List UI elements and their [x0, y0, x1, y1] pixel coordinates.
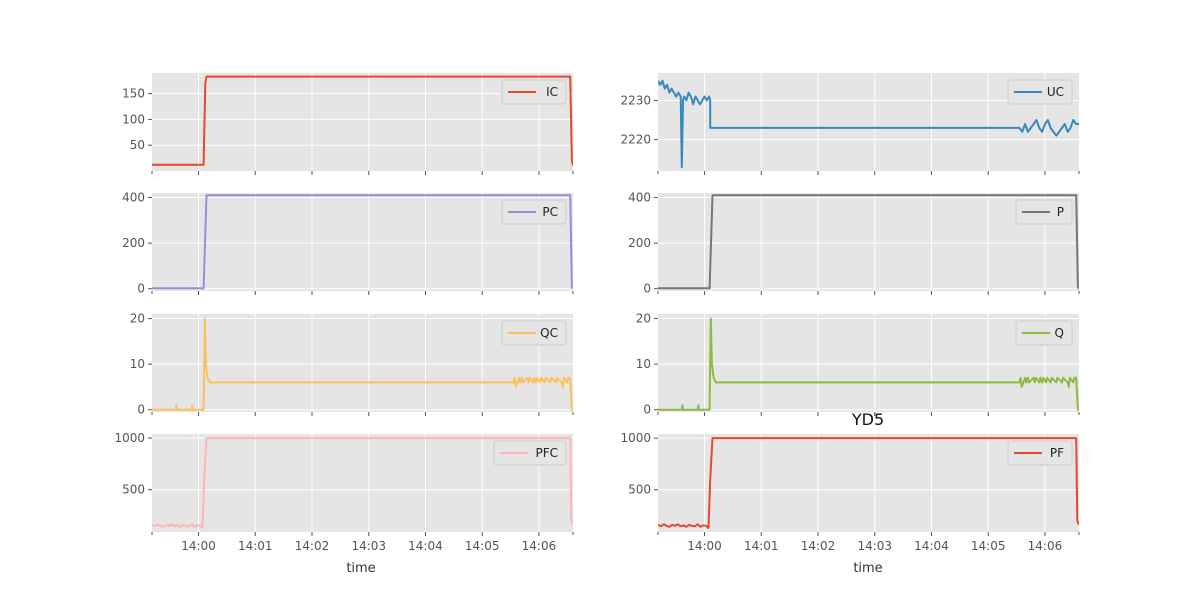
x-tick-label: 14:05 [971, 539, 1006, 553]
legend-box [493, 440, 567, 466]
y-tick-label: 500 [122, 483, 145, 497]
panel-q: 0 10 20 Q [636, 312, 1080, 417]
x-tick-label: 14:00 [687, 539, 722, 553]
panel-uc: 2220 2230 UC [620, 73, 1080, 175]
series-line-q [658, 317, 1079, 411]
x-tick-label: 14:03 [351, 539, 386, 553]
panel-ic: 50 100 150 IC [122, 73, 574, 175]
legend-label: P [1057, 205, 1064, 219]
legend-uc: UC [1007, 79, 1073, 105]
series-line-pfc [152, 437, 573, 529]
legend-label: IC [546, 85, 558, 99]
legend-pfc: PFC [493, 440, 567, 466]
series-line-pf [658, 437, 1079, 529]
y-tick-label: 1000 [114, 431, 145, 445]
legend-label: PC [542, 205, 558, 219]
x-tick-label: 14:02 [801, 539, 836, 553]
series-line-pc [152, 194, 573, 290]
y-tick-label: 150 [122, 87, 145, 101]
y-tick-label: 1000 [620, 431, 651, 445]
series-line-qc [152, 317, 573, 411]
legend-pf: PF [1007, 440, 1073, 466]
x-tick-label: 14:03 [857, 539, 892, 553]
legend-p: P [1015, 199, 1073, 225]
series-line-uc [658, 79, 1079, 169]
panel-background-p [658, 193, 1079, 291]
legend-pc: PC [501, 199, 567, 225]
y-tick-label: 500 [628, 483, 651, 497]
legend-label: Q [1055, 326, 1064, 340]
y-tick-label: 0 [643, 403, 651, 417]
y-tick-label: 200 [628, 236, 651, 250]
x-tick-label: 14:05 [465, 539, 500, 553]
y-tick-label: 400 [122, 191, 145, 205]
legend-label: PF [1050, 446, 1064, 460]
panel-qc: 0 10 20 QC [130, 312, 574, 417]
panel-background-q [658, 314, 1079, 412]
y-tick-label: 400 [628, 191, 651, 205]
legend-label: QC [540, 326, 558, 340]
y-tick-label: 2220 [620, 133, 651, 147]
y-tick-label: 2230 [620, 93, 651, 107]
x-tick-label: 14:00 [181, 539, 216, 553]
figure-title: YD5 [851, 410, 884, 429]
x-tick-label: 14:01 [744, 539, 779, 553]
x-tick-label: 14:02 [295, 539, 330, 553]
y-tick-label: 100 [122, 112, 145, 126]
x-axis-title-left: time [346, 561, 375, 576]
panel-pf: 500 1000 14:00 14:01 14:02 14:03 14:04 14:05 14:… [620, 431, 1080, 553]
legend-q: Q [1015, 320, 1073, 346]
y-tick-label: 10 [636, 357, 651, 371]
x-tick-label: 14:04 [914, 539, 949, 553]
y-tick-label: 20 [636, 312, 651, 326]
legend-ic: IC [501, 79, 567, 105]
panel-pc: 0 200 400 PC [122, 191, 574, 296]
y-tick-label: 10 [130, 357, 145, 371]
x-axis-title-right: time [853, 561, 882, 576]
legend-qc: QC [501, 320, 567, 346]
x-tick-label: 14:06 [1028, 539, 1063, 553]
y-tick-label: 0 [643, 282, 651, 296]
x-tick-label: 14:01 [238, 539, 273, 553]
y-tick-label: 0 [137, 282, 145, 296]
series-line-ic [152, 75, 573, 167]
legend-label: UC [1047, 85, 1064, 99]
x-tick-label: 14:04 [408, 539, 443, 553]
y-tick-label: 20 [130, 312, 145, 326]
panel-p: 0 200 400 P [628, 191, 1080, 296]
y-tick-label: 50 [130, 138, 145, 152]
y-tick-label: 200 [122, 236, 145, 250]
series-line-p [658, 194, 1079, 290]
legend-label: PFC [535, 446, 558, 460]
y-tick-label: 0 [137, 403, 145, 417]
x-tick-label: 14:06 [522, 539, 557, 553]
panel-pfc: 500 1000 14:00 14:01 14:02 14:03 14:04 14:05 14:… [114, 431, 574, 553]
